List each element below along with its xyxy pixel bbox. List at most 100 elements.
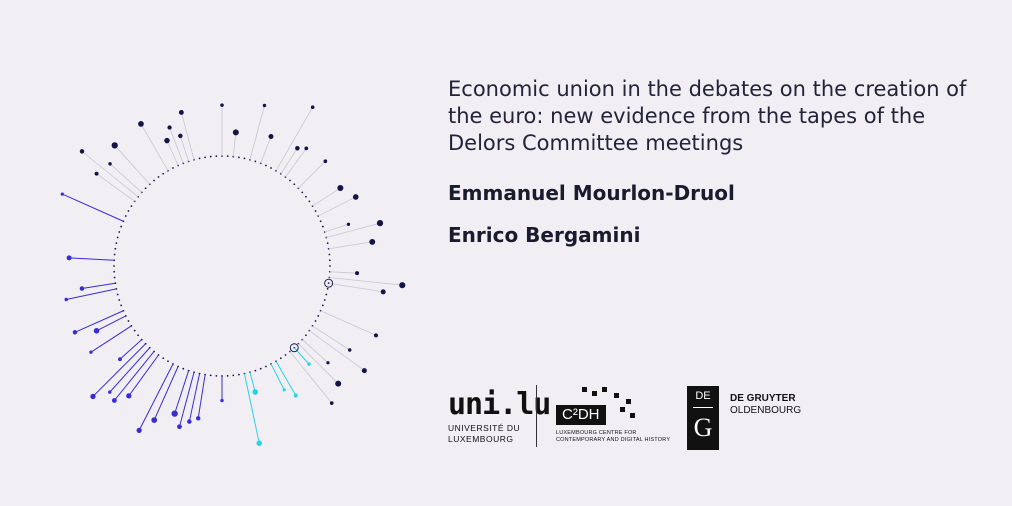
ray-dot [262,103,267,108]
ring-tick [209,374,212,377]
ray-dot [93,328,100,334]
ring-tick [182,367,185,370]
ring-tick [198,157,201,160]
ring-tick [115,242,118,245]
ring-tick [120,225,123,228]
ring-tick [133,329,136,332]
ray-line [119,339,143,360]
ray-line [301,339,329,364]
ring-tick [326,242,329,245]
ray-line [169,127,184,164]
ray-dot [295,145,300,151]
ring-tick [308,200,311,203]
ray-line [312,187,341,207]
ray-dot [138,121,144,127]
ray-line [178,372,195,427]
ring-tick [317,315,320,317]
ray-line [232,132,237,157]
ray-dot [337,185,344,192]
ray-dot [79,286,85,291]
ray-dot [323,159,328,164]
ray-line [312,325,350,351]
ray-line [326,222,381,238]
logo-separator [536,385,537,447]
ring-tick [162,172,165,175]
ray-line [298,160,326,189]
ray-line [280,148,298,174]
ray-dot [352,194,359,200]
ring-tick [284,354,287,356]
paper-title: Economic union in the debates on the cre… [448,77,967,155]
ray-line [174,370,190,414]
ray-dot [178,133,183,139]
ring-tick [301,191,304,194]
ray-dot [347,348,352,352]
ray-line [66,288,117,301]
ray-dot [89,350,93,354]
ring-tick [130,205,133,207]
ring-tick [124,215,127,217]
ring-tick [113,270,116,273]
degruyter-mark-bottom: G [693,413,713,442]
author-1: Emmanuel Mourlon-Druol [448,181,735,205]
ray-line [180,112,195,160]
c2dh-line-1: LUXEMBOURG CENTRE FOR [556,430,637,436]
ring-tick [157,176,160,178]
ring-tick [162,357,165,360]
ray-dot [361,368,367,374]
ring-tick [116,236,119,239]
ring-tick [323,299,326,301]
ring-tick [321,225,324,228]
ray-line [249,105,265,160]
ray-dot [64,297,68,302]
ray-dot [187,419,192,424]
ring-tick [226,374,229,377]
ray-line [328,282,384,293]
ray-dot [108,162,112,166]
c2dh-name: C²DH [562,406,600,423]
ray-dot [151,417,158,423]
ray-line [74,310,124,333]
ring-tick [232,374,235,377]
ray-line [249,372,256,393]
ring-tick [305,334,307,337]
ray-line [140,123,169,171]
c2dh-subtitle: LUXEMBOURG CENTRE FOR CONTEMPORARY AND D… [556,430,686,444]
ray-line [166,140,179,166]
ray-line [90,325,132,353]
ray-dot [111,142,118,149]
ray-line [153,366,179,421]
ring-tick [321,304,324,307]
ring-tick [127,320,130,322]
ray-dot [307,362,311,366]
ring-tick [209,155,212,158]
ray-line [309,330,365,371]
ring-marker [289,343,299,353]
ray-line [96,173,135,202]
ray-line [328,241,373,250]
ring-tick [116,293,119,296]
ring-tick [254,369,257,372]
ray-line [81,282,116,289]
ray-dot [373,333,379,338]
ray-line [114,145,151,185]
ray-dot [66,255,72,261]
ring-tick [314,320,317,322]
ray-line [270,363,285,391]
ray-dot [256,440,262,446]
ray-dot [355,271,360,276]
c2dh-dots-icon [582,387,635,418]
ring-tick [172,167,174,169]
ray-line [62,193,124,222]
ring-tick [232,155,235,158]
c2dh-logo: C²DH [556,405,606,425]
ring-tick [328,259,331,262]
ray-line [293,347,310,365]
ray-dot [268,134,274,140]
ray-dot [94,171,99,176]
ray-line [318,196,356,217]
ring-tick [127,210,130,212]
ring-tick [265,164,267,167]
ring-tick [113,276,116,279]
ring-tick [243,157,246,160]
